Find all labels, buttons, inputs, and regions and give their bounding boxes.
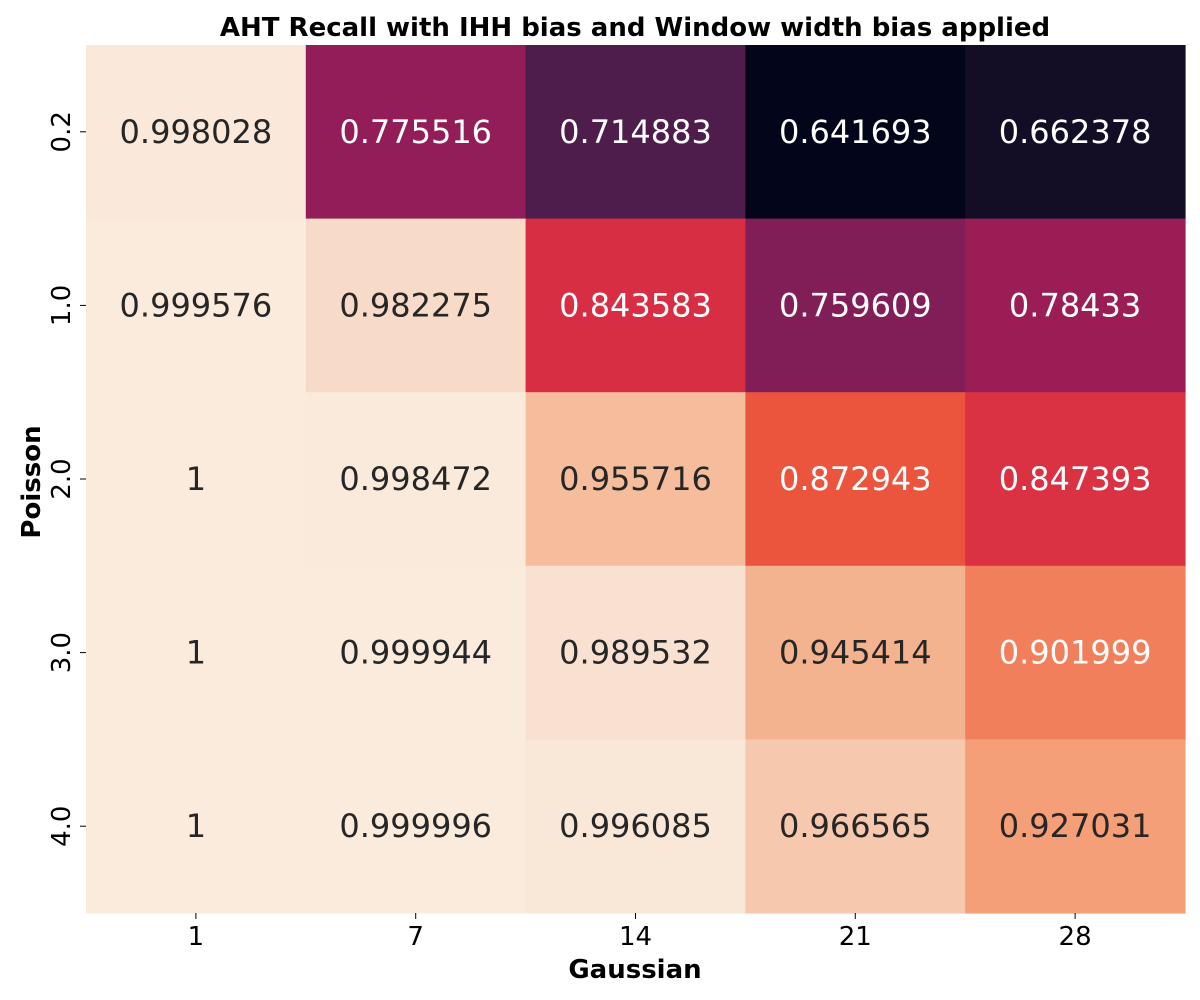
cell-value-label: 0.872943 (779, 460, 932, 498)
heatmap-cell (305, 218, 527, 393)
heatmap-cell (745, 739, 966, 914)
x-tick-label: 21 (839, 922, 872, 952)
cell-value-label: 0.927031 (999, 807, 1152, 845)
cell-value-label: 0.989532 (559, 634, 712, 672)
y-tick-label: 4.0 (47, 806, 77, 847)
heatmap-cell (965, 739, 1186, 914)
heatmap-cell (305, 45, 527, 220)
heatmap-cell (965, 45, 1186, 220)
x-axis-label: Gaussian (568, 955, 701, 985)
cell-value-label: 0.999944 (339, 634, 492, 672)
heatmap-cell-labels: 0.998028 0.775516 0.714883 0.641693 0.662378… (120, 113, 1152, 845)
y-axis-label: Poisson (17, 425, 47, 538)
y-tick-label: 3.0 (47, 632, 77, 673)
cell-value-label: 0.901999 (999, 634, 1152, 672)
heatmap-cell (86, 565, 307, 740)
cell-value-label: 0.999996 (339, 807, 492, 845)
cell-value-label: 0.945414 (779, 634, 932, 672)
cell-value-label: 0.999576 (120, 286, 273, 324)
cell-value-label: 0.998472 (339, 460, 492, 498)
heatmap-cell (525, 392, 746, 567)
heatmap-cell (965, 218, 1186, 393)
x-tick-label: 14 (619, 922, 652, 952)
heatmap-cell (86, 218, 307, 393)
heatmap-cell (745, 218, 966, 393)
x-tick-label: 1 (188, 922, 205, 952)
x-tick-label: 7 (407, 922, 424, 952)
heatmap-cell (745, 45, 966, 220)
heatmap-cell (86, 392, 307, 567)
heatmap-cell (745, 565, 966, 740)
heatmap-cells (86, 45, 1186, 914)
cell-value-label: 0.775516 (339, 113, 492, 151)
cell-value-label: 0.641693 (779, 113, 932, 151)
cell-value-label: 0.966565 (779, 807, 932, 845)
heatmap-cell (525, 565, 746, 740)
y-axis-ticks: 0.2 1.0 2.0 3.0 4.0 (47, 111, 86, 847)
heatmap-cell (965, 392, 1186, 567)
cell-value-label: 0.955716 (559, 460, 712, 498)
cell-value-label: 1 (186, 634, 206, 672)
x-tick-label: 28 (1059, 922, 1092, 952)
x-axis-ticks: 1 7 14 21 28 (188, 913, 1092, 952)
heatmap-cell (525, 45, 746, 220)
cell-value-label: 1 (186, 807, 206, 845)
heatmap-cell (305, 739, 527, 914)
y-tick-label: 1.0 (47, 285, 77, 326)
cell-value-label: 0.662378 (999, 113, 1152, 151)
heatmap-cell (86, 45, 307, 220)
heatmap-cell (525, 739, 746, 914)
heatmap-cell (965, 565, 1186, 740)
cell-value-label: 0.78433 (1009, 286, 1141, 324)
cell-value-label: 0.982275 (339, 286, 492, 324)
y-tick-label: 2.0 (47, 458, 77, 499)
heatmap-cell (525, 218, 746, 393)
heatmap-cell (745, 392, 966, 567)
cell-value-label: 0.759609 (779, 286, 932, 324)
heatmap-cell (86, 739, 307, 914)
cell-value-label: 0.847393 (999, 460, 1152, 498)
cell-value-label: 0.843583 (559, 286, 712, 324)
heatmap-cell (305, 565, 527, 740)
cell-value-label: 0.998028 (120, 113, 273, 151)
y-tick-label: 0.2 (47, 111, 77, 152)
cell-value-label: 0.714883 (559, 113, 712, 151)
heatmap-cell (305, 392, 527, 567)
chart-title: AHT Recall with IHH bias and Window widt… (220, 13, 1050, 43)
cell-value-label: 0.996085 (559, 807, 712, 845)
cell-value-label: 1 (186, 460, 206, 498)
